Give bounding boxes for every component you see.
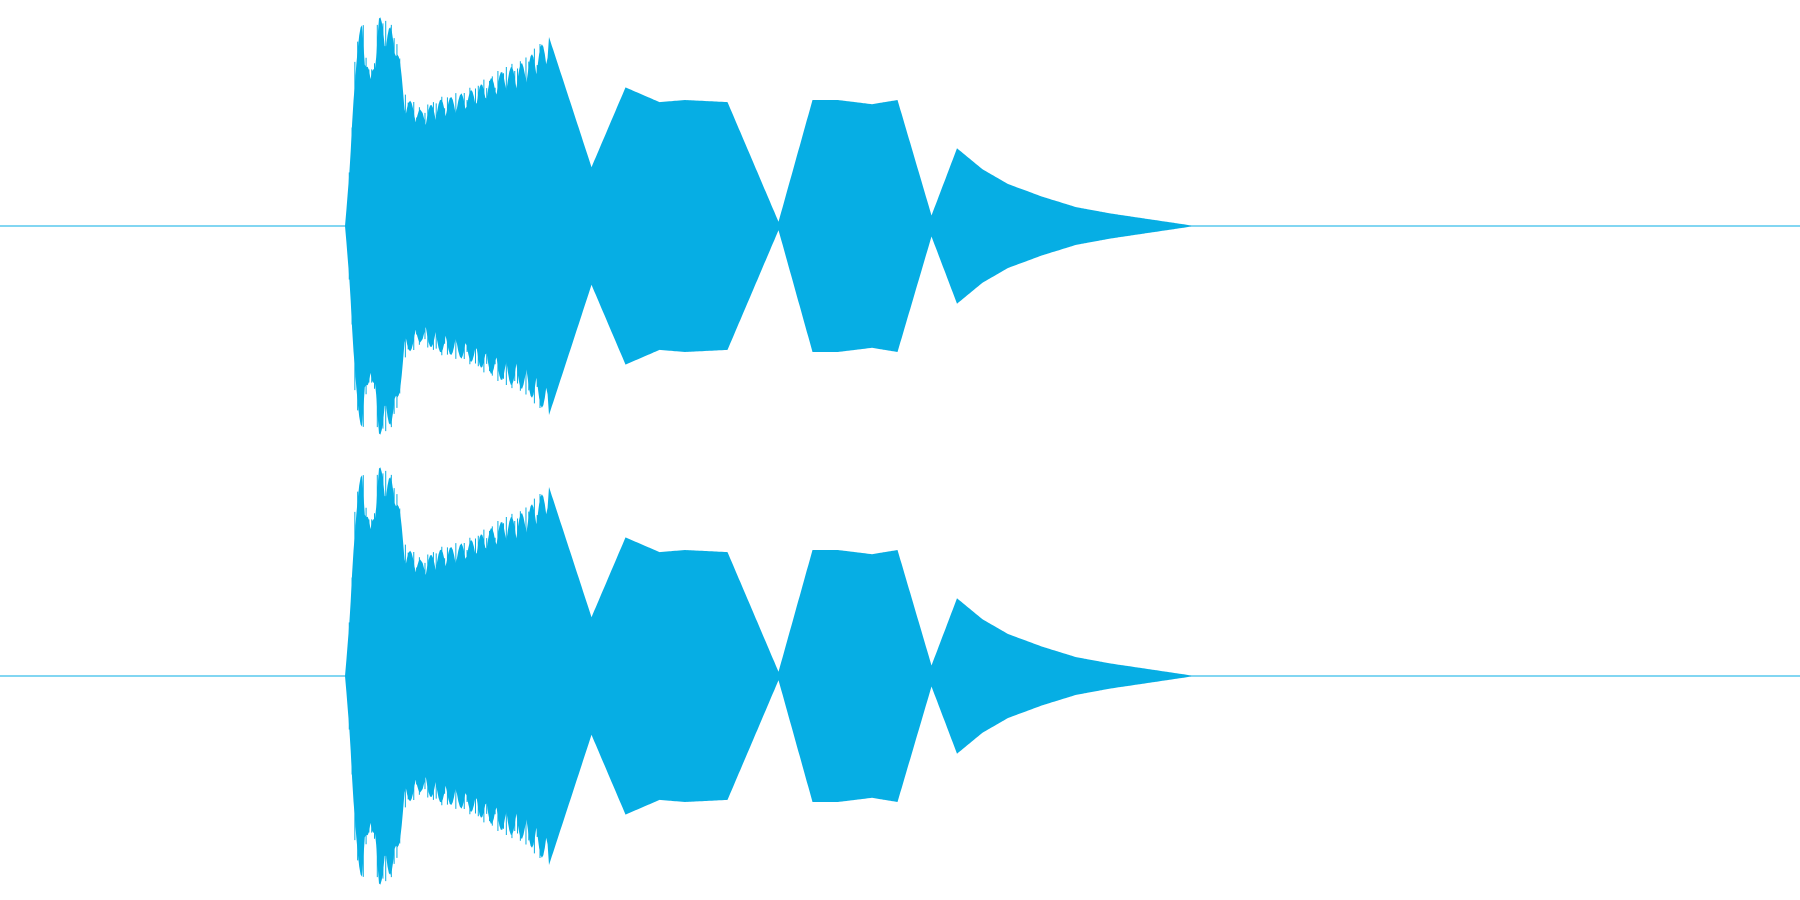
channel-2-envelope [345,467,1195,885]
channel-1-waveform [0,17,1800,435]
channel-2-waveform [0,467,1800,885]
channel-1-envelope [345,17,1195,435]
